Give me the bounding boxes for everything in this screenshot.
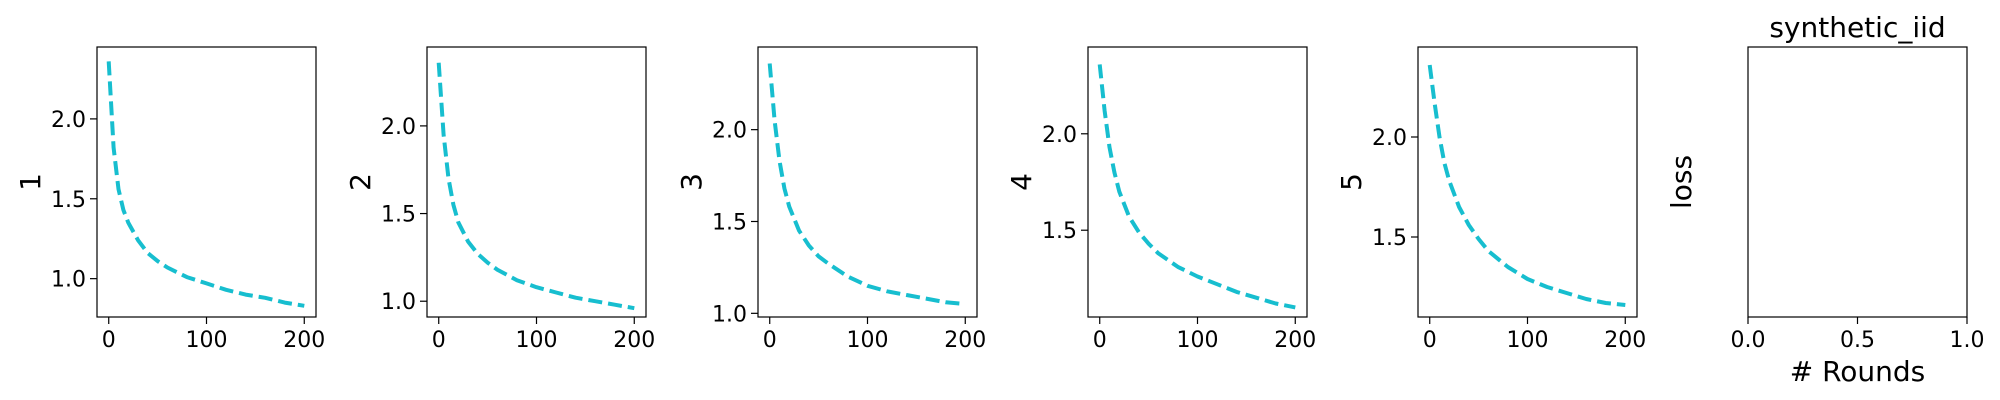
y-tick-label: 1.0 bbox=[51, 268, 86, 293]
x-tick-label: 200 bbox=[1604, 328, 1646, 353]
y-tick-label: 1.5 bbox=[381, 203, 416, 228]
y-tick-label: 2.0 bbox=[712, 119, 747, 144]
x-tick-label: 0.0 bbox=[1731, 328, 1766, 353]
y-tick-label: 2.0 bbox=[381, 115, 416, 140]
axes-frame bbox=[757, 46, 978, 318]
axes-frame bbox=[96, 46, 317, 318]
axes-frame bbox=[426, 46, 647, 318]
x-axis-label: # Rounds bbox=[1790, 355, 1926, 388]
series-line bbox=[1097, 64, 1296, 310]
x-tick-label: 0 bbox=[1093, 328, 1107, 353]
chart-panel-2: 0 100 200 1.0 1.5 2.0 2 bbox=[344, 46, 655, 353]
y-tick-label: 2.0 bbox=[1042, 123, 1077, 148]
x-tick-label: 100 bbox=[186, 328, 228, 353]
x-tick-label: 1.0 bbox=[1950, 328, 1985, 353]
series-line bbox=[106, 61, 305, 308]
series-line bbox=[767, 63, 966, 307]
y-tick-label: 2.0 bbox=[1372, 126, 1407, 151]
series-line bbox=[1427, 64, 1626, 307]
y-tick-label: 1.5 bbox=[1372, 226, 1407, 251]
y-tick-label: 2.0 bbox=[51, 108, 86, 133]
chart-panel-4: 0 100 200 1.5 2.0 4 bbox=[1005, 46, 1316, 353]
x-tick-label: 0.5 bbox=[1840, 328, 1875, 353]
x-tick-label: 0 bbox=[432, 328, 446, 353]
series-line bbox=[436, 62, 635, 311]
x-tick-label: 200 bbox=[613, 328, 655, 353]
chart-title: synthetic_iid bbox=[1769, 11, 1945, 44]
y-axis-label: 1 bbox=[14, 173, 47, 191]
x-tick-label: 100 bbox=[1177, 328, 1219, 353]
y-tick-label: 1.5 bbox=[712, 210, 747, 235]
y-axis-label: 3 bbox=[675, 173, 708, 191]
x-tick-label: 100 bbox=[1507, 328, 1549, 353]
y-axis-label: loss bbox=[1665, 155, 1698, 209]
y-tick-label: 1.5 bbox=[1042, 219, 1077, 244]
axes-frame bbox=[1417, 46, 1638, 318]
x-tick-label: 200 bbox=[1274, 328, 1316, 353]
x-tick-label: 100 bbox=[516, 328, 558, 353]
y-tick-label: 1.0 bbox=[381, 290, 416, 315]
chart-panel-1: 0 100 200 1.0 1.5 2.0 1 bbox=[14, 46, 325, 353]
chart-panel-6: 0.0 0.5 1.0 loss # Rounds synthetic_iid bbox=[1665, 11, 1985, 388]
y-tick-label: 1.0 bbox=[712, 302, 747, 327]
x-tick-label: 0 bbox=[1423, 328, 1437, 353]
x-tick-label: 0 bbox=[763, 328, 777, 353]
x-tick-label: 100 bbox=[847, 328, 889, 353]
y-axis-label: 4 bbox=[1005, 173, 1038, 191]
chart-panel-5: 0 100 200 1.5 2.0 5 bbox=[1335, 46, 1646, 353]
y-axis-label: 5 bbox=[1335, 173, 1368, 191]
y-tick-label: 1.5 bbox=[51, 188, 86, 213]
axes-frame bbox=[1747, 46, 1968, 318]
x-tick-label: 200 bbox=[944, 328, 986, 353]
x-tick-label: 200 bbox=[283, 328, 325, 353]
x-tick-label: 0 bbox=[102, 328, 116, 353]
chart-panel-3: 0 100 200 1.0 1.5 2.0 3 bbox=[675, 46, 986, 353]
y-axis-label: 2 bbox=[344, 173, 377, 191]
